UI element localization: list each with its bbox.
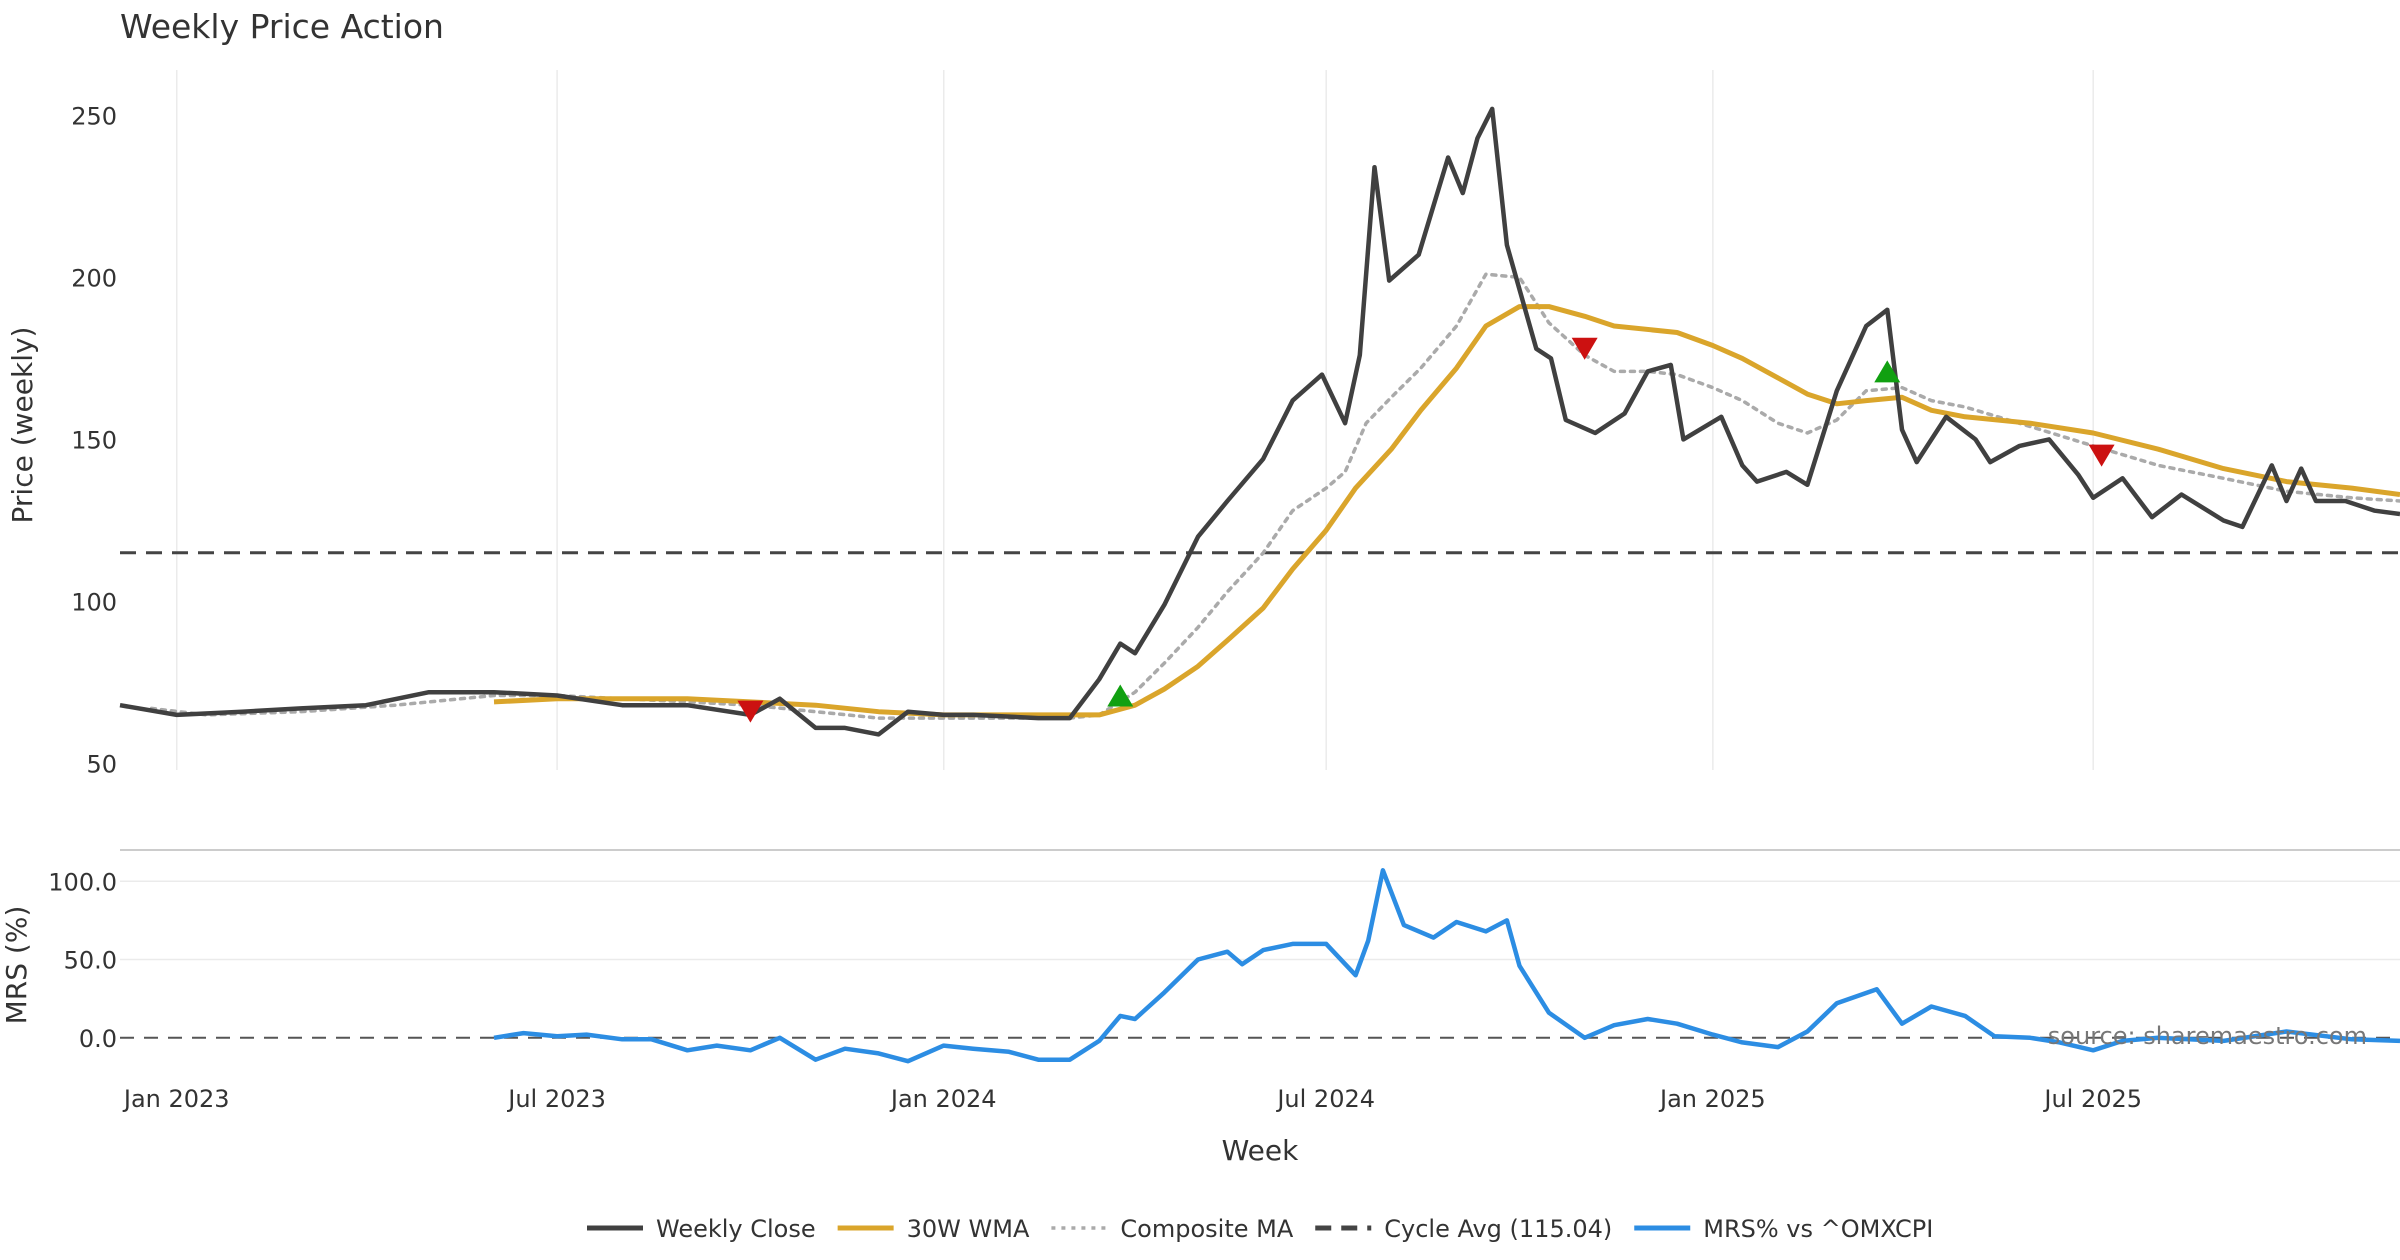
series-composite-ma (149, 272, 2400, 720)
mrs-panel-gridlines (120, 880, 2400, 1039)
legend-label: Weekly Close (656, 1215, 816, 1243)
legend-label: MRS% vs ^OMXCPI (1703, 1215, 1933, 1243)
price-y-tick-label: 100 (71, 588, 117, 616)
buy-signal-marker (1107, 684, 1134, 707)
chart-title: Weekly Price Action (120, 7, 444, 46)
x-tick-label: Jan 2025 (1658, 1085, 1766, 1113)
mrs-y-tick-label: 0.0 (79, 1025, 117, 1053)
price-y-tick-label: 200 (71, 264, 117, 292)
sell-signal-marker (1571, 337, 1598, 360)
legend: Weekly Close 30W WMA Composite MA Cycle Avg… (587, 1215, 1933, 1243)
source-note: source: sharemaestro.com (2048, 1022, 2367, 1050)
sell-signal-marker (2088, 444, 2115, 467)
series-30w-wma (493, 304, 2400, 718)
price-series-lines (119, 106, 2400, 737)
price-panel-gridlines (175, 70, 2094, 770)
price-y-axis-label: Price (weekly) (6, 327, 39, 524)
price-y-tick-label: 50 (86, 751, 117, 779)
x-tick-label: Jul 2025 (2042, 1085, 2142, 1113)
legend-label: 30W WMA (907, 1215, 1030, 1243)
signal-markers (737, 337, 2115, 723)
mrs-y-ticks: 0.0 50.0 100.0 (48, 868, 117, 1052)
legend-label: Composite MA (1120, 1215, 1293, 1243)
legend-label: Cycle Avg (115.04) (1384, 1215, 1612, 1243)
x-axis-ticks: Jan 2023 Jul 2023 Jan 2024 Jul 2024 Jan 2025… (122, 1085, 2142, 1113)
mrs-y-axis-label: MRS (%) (0, 906, 33, 1025)
x-tick-label: Jul 2023 (506, 1085, 606, 1113)
x-tick-label: Jan 2023 (122, 1085, 230, 1113)
mrs-series-lines (493, 868, 2400, 1064)
series-weekly-close (119, 106, 2400, 737)
x-tick-label: Jul 2024 (1275, 1085, 1375, 1113)
x-axis-label: Week (1222, 1134, 1299, 1167)
buy-signal-marker (1874, 360, 1901, 383)
mrs-y-tick-label: 50.0 (64, 947, 117, 975)
price-y-ticks: 50 100 150 200 250 (71, 102, 117, 778)
sell-signal-marker (737, 700, 764, 723)
price-y-tick-label: 250 (71, 102, 117, 130)
mrs-y-tick-label: 100.0 (48, 868, 117, 896)
series-mrs-vs-omxcpi (493, 868, 2400, 1064)
x-tick-label: Jan 2024 (889, 1085, 997, 1113)
price-y-tick-label: 150 (71, 426, 117, 454)
